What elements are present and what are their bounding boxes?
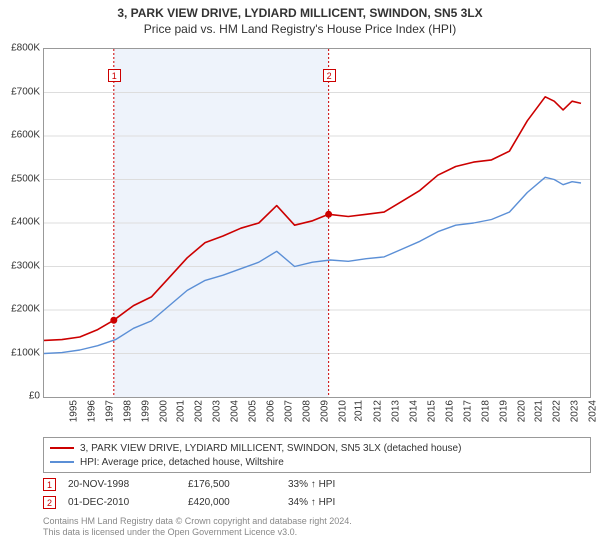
footer-attribution: Contains HM Land Registry data © Crown c… <box>43 516 591 539</box>
x-tick-label: 2008 <box>301 400 312 422</box>
y-tick-label: £800K <box>0 43 40 54</box>
sale-price: £176,500 <box>188 479 288 490</box>
x-tick-label: 2010 <box>337 400 348 422</box>
sale-price: £420,000 <box>188 497 288 508</box>
x-tick-label: 2011 <box>354 400 365 422</box>
x-tick-label: 1998 <box>122 400 133 422</box>
x-tick-label: 2006 <box>265 400 276 422</box>
y-tick-label: £0 <box>0 391 40 402</box>
x-tick-label: 2001 <box>176 400 187 422</box>
chart-svg <box>44 49 590 397</box>
legend-swatch <box>50 461 74 463</box>
sale-marker: 2 <box>43 496 56 509</box>
y-tick-label: £500K <box>0 173 40 184</box>
x-tick-label: 2022 <box>552 400 563 422</box>
legend-label: 3, PARK VIEW DRIVE, LYDIARD MILLICENT, S… <box>80 443 461 454</box>
y-tick-label: £700K <box>0 86 40 97</box>
y-tick-label: £200K <box>0 304 40 315</box>
sale-row: 1 20-NOV-1998£176,50033% ↑ HPI <box>43 475 591 493</box>
x-tick-label: 2017 <box>462 400 473 422</box>
sale-marker: 1 <box>43 478 56 491</box>
legend-item: 3, PARK VIEW DRIVE, LYDIARD MILLICENT, S… <box>50 441 584 455</box>
x-tick-label: 2014 <box>408 400 419 422</box>
x-tick-label: 2000 <box>158 400 169 422</box>
sale-row: 2 01-DEC-2010£420,00034% ↑ HPI <box>43 493 591 511</box>
x-tick-label: 2012 <box>373 400 384 422</box>
sale-pct: 33% ↑ HPI <box>288 479 368 490</box>
event-marker-2: 2 <box>323 69 336 82</box>
y-tick-label: £100K <box>0 347 40 358</box>
sale-date: 20-NOV-1998 <box>68 479 188 490</box>
sale-pct: 34% ↑ HPI <box>288 497 368 508</box>
x-tick-label: 1997 <box>104 400 115 422</box>
x-tick-label: 1996 <box>86 400 97 422</box>
x-tick-label: 2021 <box>534 400 545 422</box>
footer-line-2: This data is licensed under the Open Gov… <box>43 527 591 538</box>
x-tick-label: 2023 <box>569 400 580 422</box>
chart-titles: 3, PARK VIEW DRIVE, LYDIARD MILLICENT, S… <box>0 0 600 36</box>
plot-area: 12 <box>43 48 591 398</box>
sale-date: 01-DEC-2010 <box>68 497 188 508</box>
x-tick-label: 2016 <box>444 400 455 422</box>
x-tick-label: 2007 <box>283 400 294 422</box>
legend-label: HPI: Average price, detached house, Wilt… <box>80 457 284 468</box>
x-tick-label: 2004 <box>229 400 240 422</box>
x-tick-label: 1999 <box>140 400 151 422</box>
x-tick-label: 2002 <box>194 400 205 422</box>
sales-table: 1 20-NOV-1998£176,50033% ↑ HPI 2 01-DEC-201… <box>43 475 591 511</box>
legend-item: HPI: Average price, detached house, Wilt… <box>50 455 584 469</box>
y-tick-label: £600K <box>0 130 40 141</box>
legend: 3, PARK VIEW DRIVE, LYDIARD MILLICENT, S… <box>43 437 591 473</box>
chart-title-address: 3, PARK VIEW DRIVE, LYDIARD MILLICENT, S… <box>0 6 600 20</box>
chart-title-subtitle: Price paid vs. HM Land Registry's House … <box>0 22 600 36</box>
y-tick-label: £400K <box>0 217 40 228</box>
footer-line-1: Contains HM Land Registry data © Crown c… <box>43 516 591 527</box>
x-tick-label: 2005 <box>247 400 258 422</box>
x-tick-label: 2024 <box>587 400 598 422</box>
y-tick-label: £300K <box>0 260 40 271</box>
x-tick-label: 2018 <box>480 400 491 422</box>
x-tick-label: 2020 <box>516 400 527 422</box>
x-tick-label: 1995 <box>68 400 79 422</box>
legend-swatch <box>50 447 74 449</box>
event-marker-1: 1 <box>108 69 121 82</box>
x-tick-label: 2015 <box>426 400 437 422</box>
x-tick-label: 2013 <box>390 400 401 422</box>
chart-container: 3, PARK VIEW DRIVE, LYDIARD MILLICENT, S… <box>0 0 600 560</box>
x-tick-label: 2009 <box>319 400 330 422</box>
x-tick-label: 2003 <box>211 400 222 422</box>
x-tick-label: 2019 <box>498 400 509 422</box>
